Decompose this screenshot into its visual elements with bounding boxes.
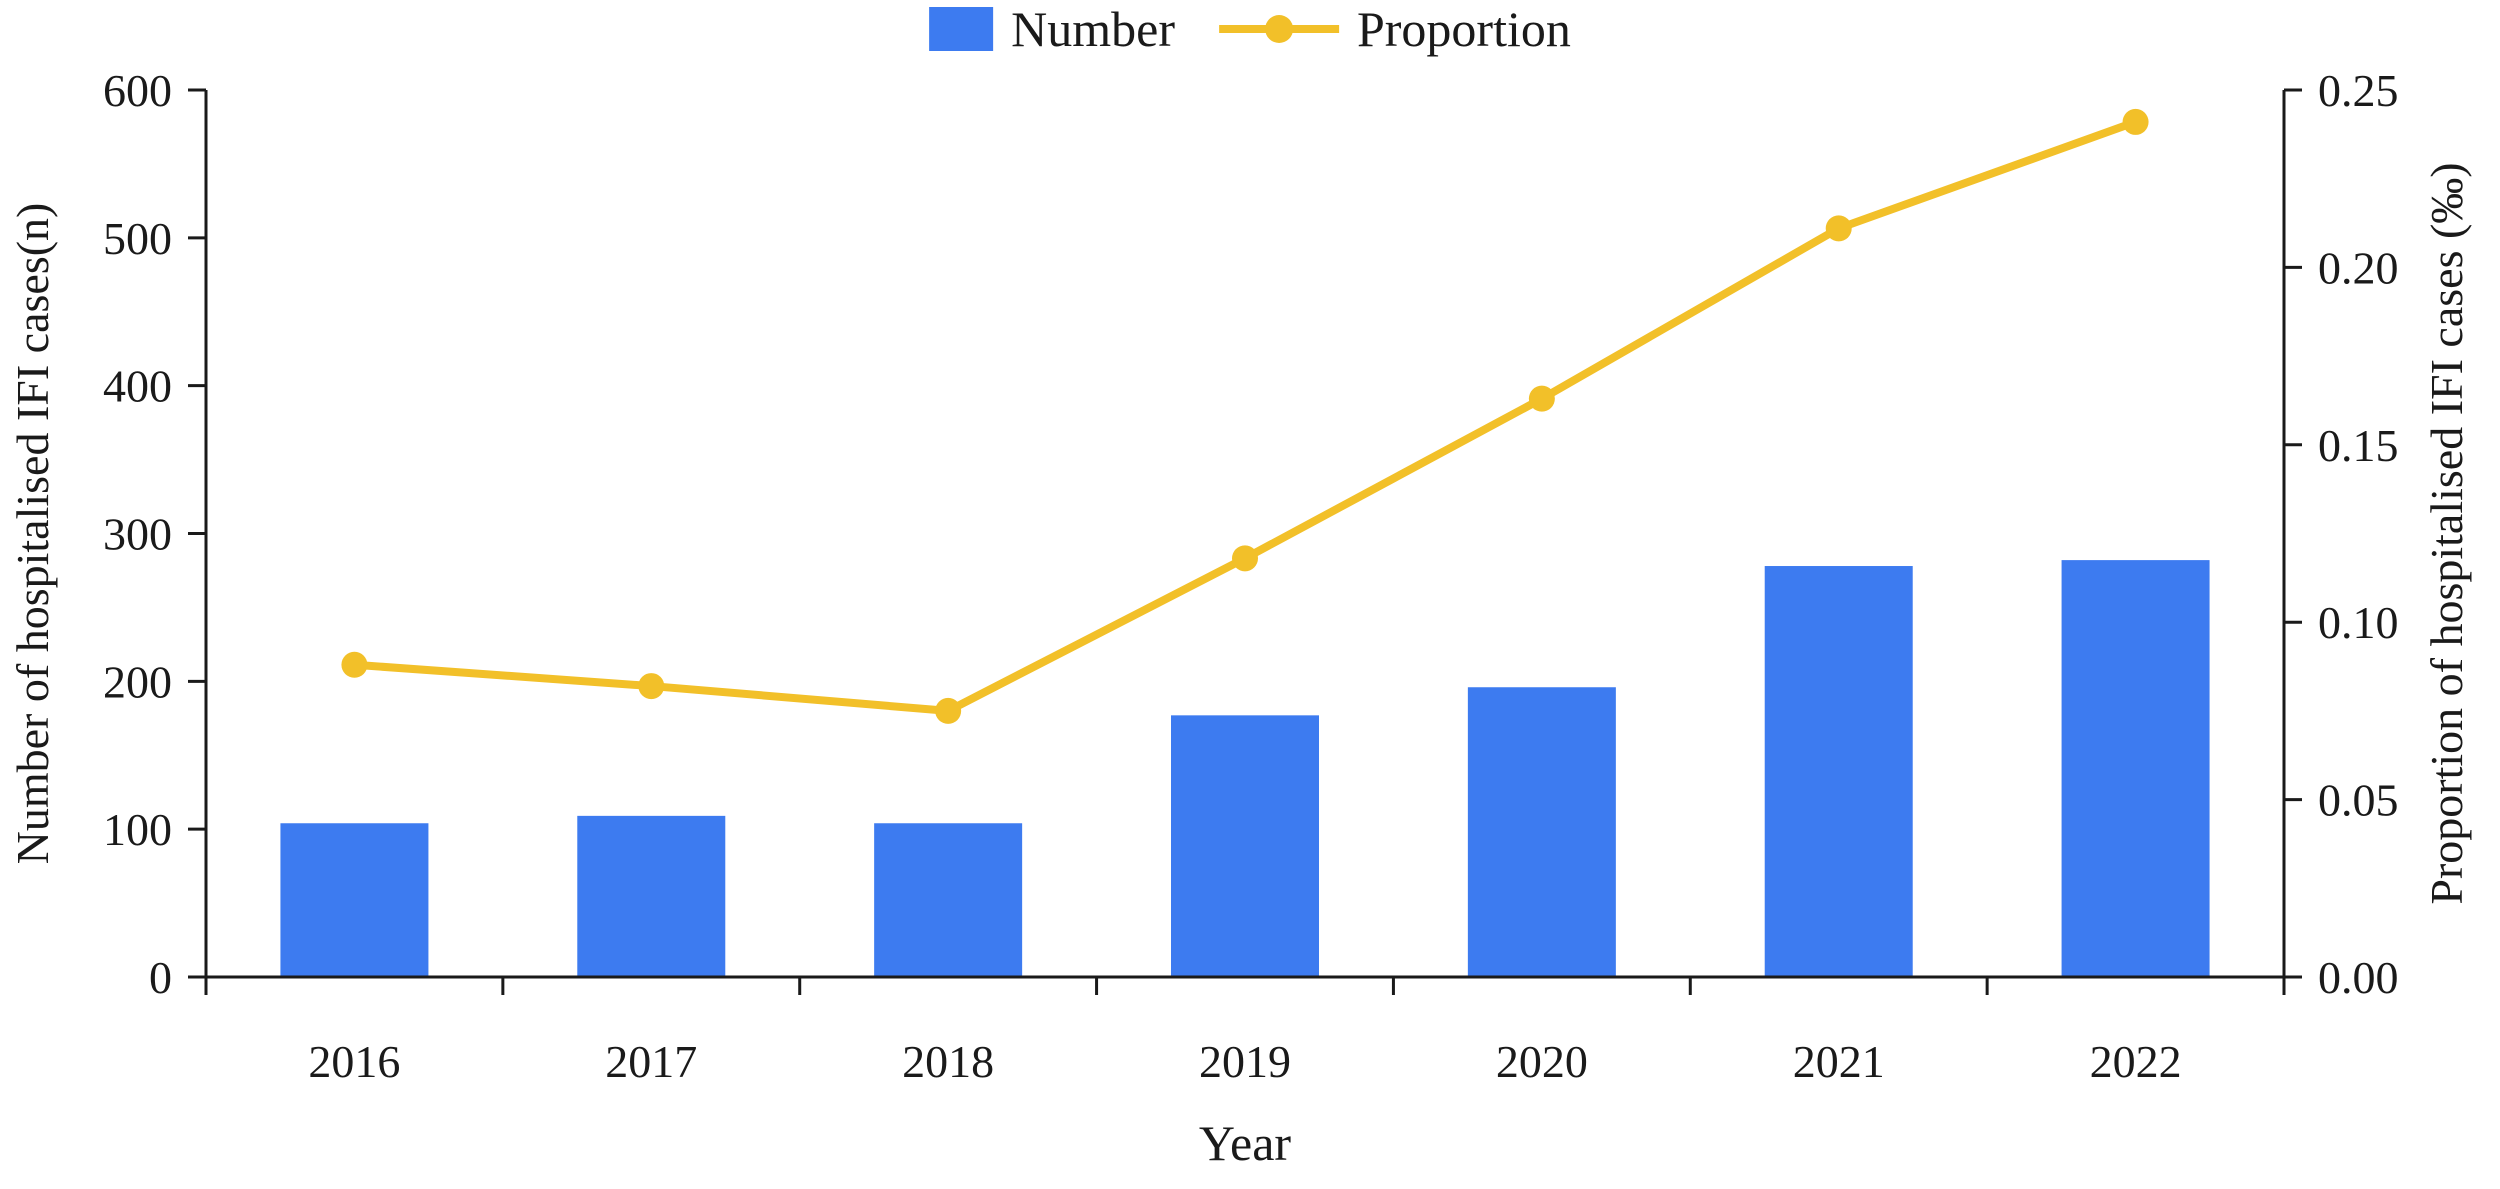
bar-2022 [2061, 560, 2210, 977]
bar-2017 [577, 815, 726, 977]
x-tick-label: 2016 [308, 1036, 400, 1087]
left-tick-label: 400 [103, 361, 172, 412]
left-tick-label: 100 [103, 804, 172, 855]
x-tick-label: 2022 [2090, 1036, 2182, 1087]
right-axis-title: Proportion of hospitalised IFI cases (‰) [2421, 162, 2472, 904]
x-axis-title: Year [1199, 1115, 1291, 1171]
bar-2016 [280, 823, 429, 977]
marker-2021 [1825, 215, 1852, 242]
legend-item-proportion: Proportion [1218, 1, 1571, 57]
bar-swatch-icon [929, 7, 994, 51]
right-tick-label: 0.15 [2318, 420, 2399, 471]
legend-item-number: Number [929, 4, 1175, 54]
left-axis-title: Number of hospitalised IFI cases(n) [7, 203, 58, 865]
right-tick-label: 0.05 [2318, 775, 2399, 826]
legend-label-proportion: Proportion [1356, 1, 1571, 57]
x-tick-label: 2017 [605, 1036, 697, 1087]
bar-2018 [874, 823, 1023, 977]
marker-2018 [935, 697, 962, 724]
x-tick-label: 2018 [902, 1036, 994, 1087]
left-tick-label: 200 [103, 656, 172, 707]
bar-2020 [1467, 687, 1616, 977]
marker-2017 [638, 673, 665, 700]
bars-group [280, 560, 2210, 977]
left-tick-label: 0 [149, 952, 172, 1003]
right-tick-label: 0.10 [2318, 597, 2399, 648]
right-tick-label: 0.25 [2318, 65, 2399, 116]
chart-legend: Number Proportion [929, 4, 1571, 54]
marker-dot-icon [1264, 15, 1293, 43]
left-tick-label: 500 [103, 213, 172, 264]
marker-2016 [341, 651, 368, 678]
markers-group [341, 108, 2149, 724]
marker-2022 [2122, 108, 2149, 135]
right-tick-label: 0.00 [2318, 952, 2399, 1003]
x-tick-label: 2019 [1199, 1036, 1291, 1087]
legend-label-number: Number [1011, 1, 1175, 57]
line-marker-swatch-icon [1218, 15, 1339, 43]
x-tick-label: 2021 [1793, 1036, 1885, 1087]
marker-2020 [1528, 385, 1555, 412]
axes-group [188, 88, 2302, 995]
marker-2019 [1232, 545, 1258, 572]
left-tick-label: 600 [103, 65, 172, 116]
x-tick-label: 2020 [1496, 1036, 1588, 1087]
bar-2021 [1764, 566, 1913, 977]
bar-2019 [1171, 715, 1319, 977]
right-tick-label: 0.20 [2318, 242, 2399, 293]
left-tick-label: 300 [103, 509, 172, 560]
